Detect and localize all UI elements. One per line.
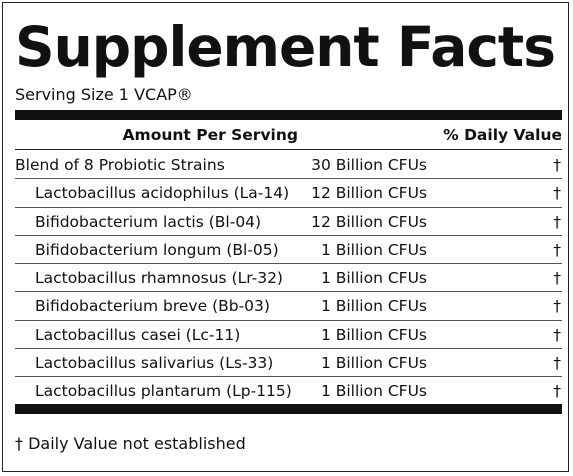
ingredient-amount: 1 Billion CFUs <box>320 297 427 316</box>
ingredient-name: Lactobacillus salivarius (Ls-33) <box>35 354 274 373</box>
ingredient-name: Bifidobacterium longum (Bl-05) <box>35 240 279 259</box>
daily-value-header: % Daily Value <box>443 126 562 144</box>
amount-per-serving-header: Amount Per Serving <box>122 126 298 144</box>
daily-value-mark: † <box>553 156 561 174</box>
ingredient-amount: 1 Billion CFUs <box>320 240 427 259</box>
daily-value-mark: † <box>553 325 561 344</box>
ingredient-amount: 1 Billion CFUs <box>320 325 427 344</box>
table-row: Lactobacillus acidophilus (La-14) 12 Bil… <box>15 179 562 208</box>
table-header: Amount Per Serving % Daily Value <box>15 122 562 150</box>
ingredient-name: Lactobacillus casei (Lc-11) <box>35 325 241 344</box>
ingredient-amount: 1 Billion CFUs <box>320 269 427 288</box>
daily-value-mark: † <box>553 269 561 288</box>
table-row: Lactobacillus salivarius (Ls-33) 1 Billi… <box>15 349 562 378</box>
table-row: Bifidobacterium lactis (Bl-04) 12 Billio… <box>15 208 562 236</box>
ingredient-name: Blend of 8 Probiotic Strains <box>15 156 225 174</box>
daily-value-mark: † <box>553 184 561 203</box>
panel-title: Supplement Facts <box>15 15 556 79</box>
ingredient-name: Lactobacillus plantarum (Lp-115) <box>35 382 292 401</box>
table-row: Lactobacillus plantarum (Lp-115) 1 Billi… <box>15 377 562 405</box>
ingredient-amount: 1 Billion CFUs <box>320 382 427 401</box>
ingredient-amount: 1 Billion CFUs <box>320 354 427 373</box>
serving-size: Serving Size 1 VCAP® <box>15 85 193 104</box>
thick-divider-top <box>15 110 562 120</box>
table-row: Blend of 8 Probiotic Strains 30 Billion … <box>15 151 562 180</box>
ingredient-name: Bifidobacterium breve (Bb-03) <box>35 297 270 316</box>
ingredient-name: Bifidobacterium lactis (Bl-04) <box>35 212 262 231</box>
table-row: Bifidobacterium breve (Bb-03) 1 Billion … <box>15 292 562 321</box>
supplement-facts-panel: Supplement Facts Serving Size 1 VCAP® Am… <box>2 2 569 472</box>
daily-value-mark: † <box>553 240 561 259</box>
ingredient-amount: 12 Billion CFUs <box>311 184 427 203</box>
daily-value-mark: † <box>553 297 561 316</box>
thick-divider-bottom <box>15 404 562 414</box>
footnote: † Daily Value not established <box>15 434 246 453</box>
daily-value-mark: † <box>553 354 561 373</box>
ingredient-amount: 12 Billion CFUs <box>311 212 427 231</box>
daily-value-mark: † <box>553 382 561 401</box>
ingredient-name: Lactobacillus rhamnosus (Lr-32) <box>35 269 283 288</box>
daily-value-mark: † <box>553 212 561 231</box>
table-row: Lactobacillus casei (Lc-11) 1 Billion CF… <box>15 321 562 350</box>
table-row: Bifidobacterium longum (Bl-05) 1 Billion… <box>15 236 562 265</box>
table-row: Lactobacillus rhamnosus (Lr-32) 1 Billio… <box>15 264 562 293</box>
ingredient-name: Lactobacillus acidophilus (La-14) <box>35 184 290 203</box>
ingredient-amount: 30 Billion CFUs <box>311 156 427 174</box>
ingredient-table: Blend of 8 Probiotic Strains 30 Billion … <box>15 151 562 406</box>
